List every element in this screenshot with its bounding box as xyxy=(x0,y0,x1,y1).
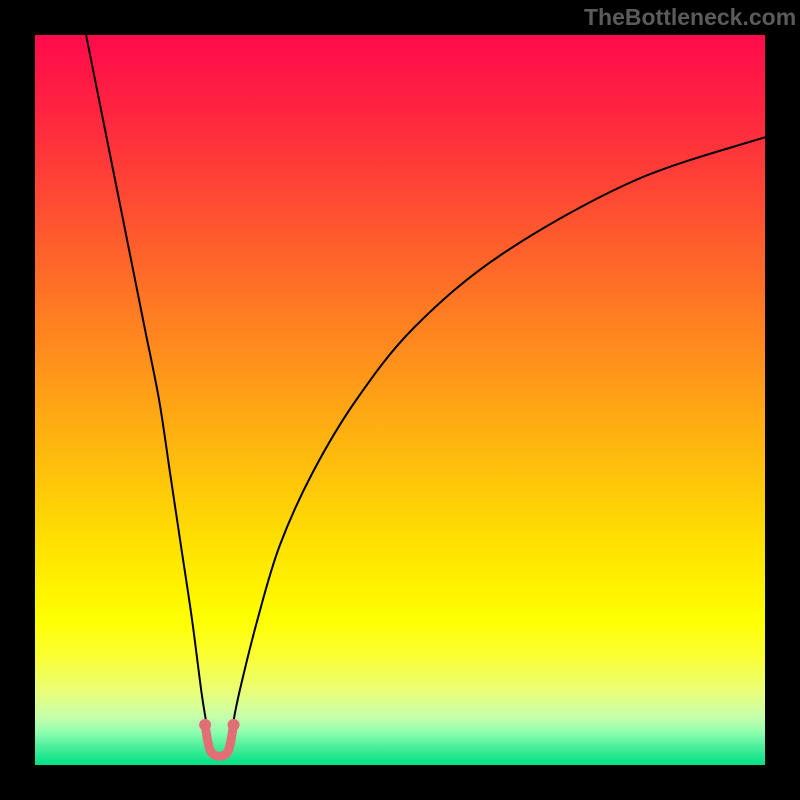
bottleneck-chart xyxy=(35,35,765,765)
chart-background xyxy=(35,35,765,765)
watermark-text: TheBottleneck.com xyxy=(584,4,796,31)
dip-endpoint-right xyxy=(228,719,240,731)
dip-endpoint-left xyxy=(199,719,211,731)
